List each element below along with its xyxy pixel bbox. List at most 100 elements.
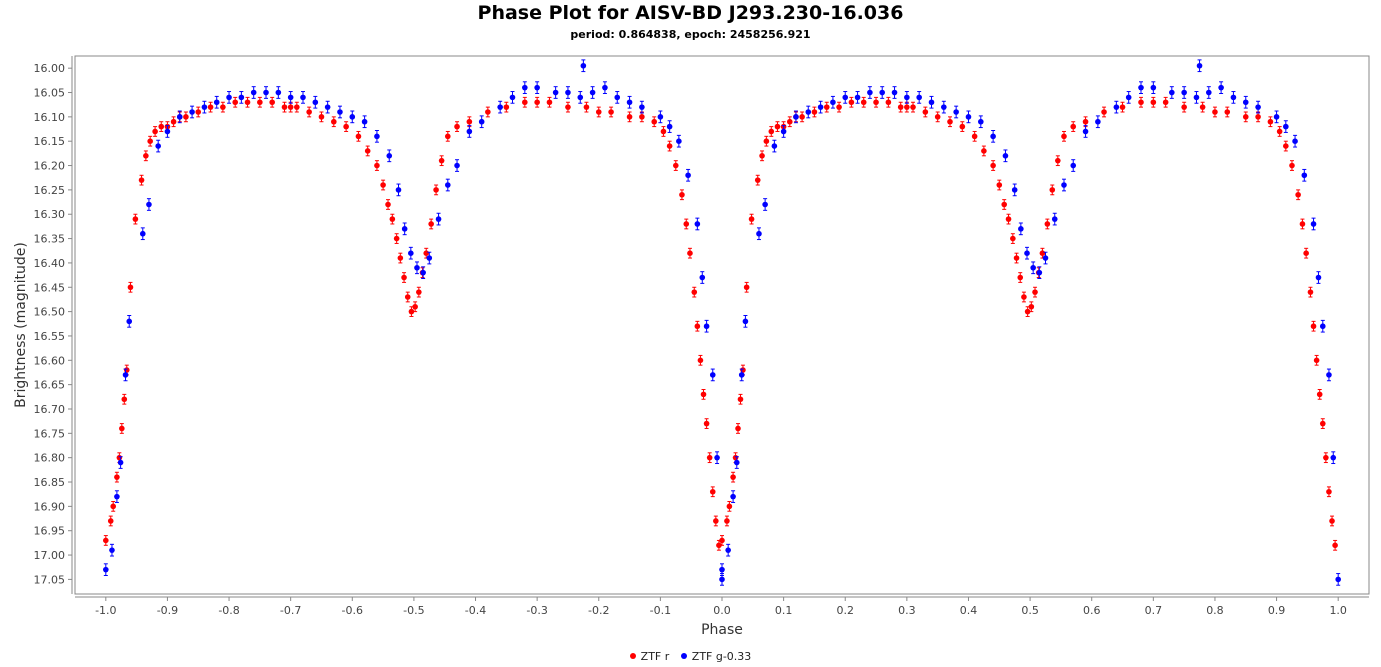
data-point xyxy=(762,201,768,208)
x-tick-label: -0.2 xyxy=(588,604,609,617)
data-point xyxy=(1030,264,1036,271)
data-point xyxy=(155,143,161,149)
data-point xyxy=(349,114,356,120)
data-point xyxy=(583,104,590,110)
data-point xyxy=(1042,255,1049,261)
data-point xyxy=(257,99,263,106)
data-point xyxy=(213,99,220,106)
data-point xyxy=(287,104,294,110)
data-point xyxy=(294,104,300,110)
y-tick-label: 16.85 xyxy=(34,476,66,489)
data-point xyxy=(1001,201,1008,208)
data-point xyxy=(232,99,239,106)
data-point xyxy=(116,454,123,461)
data-point xyxy=(953,109,959,115)
data-point xyxy=(1310,323,1317,330)
data-point xyxy=(1138,99,1144,106)
data-point xyxy=(110,503,117,510)
data-point xyxy=(873,99,879,106)
data-point xyxy=(444,133,451,140)
data-point xyxy=(1061,133,1067,140)
data-point xyxy=(503,104,510,110)
data-point xyxy=(724,518,730,524)
data-point xyxy=(114,474,120,480)
x-tick-label: -0.5 xyxy=(403,604,424,617)
legend-item-ztf-g: ZTF g-0.33 xyxy=(680,650,751,663)
data-point xyxy=(263,89,269,96)
data-point xyxy=(1301,172,1308,179)
data-point xyxy=(602,84,608,91)
data-point xyxy=(497,104,503,110)
data-point xyxy=(730,493,736,500)
data-point xyxy=(608,109,614,115)
data-point xyxy=(380,182,386,188)
data-point xyxy=(1010,235,1016,242)
data-point xyxy=(226,94,232,101)
y-tick-label: 16.65 xyxy=(34,379,66,392)
legend-dot-blue xyxy=(680,653,687,659)
data-point xyxy=(774,123,781,130)
data-point xyxy=(1051,216,1058,222)
data-point xyxy=(238,94,245,101)
data-point xyxy=(138,177,145,183)
series-ztf-g xyxy=(103,59,1341,586)
data-point xyxy=(817,104,824,110)
data-point xyxy=(1326,372,1332,378)
data-point xyxy=(860,99,867,106)
data-point xyxy=(1303,250,1309,256)
y-tick-label: 16.45 xyxy=(34,281,66,294)
data-point xyxy=(1329,518,1335,524)
data-point xyxy=(1028,303,1035,310)
data-point xyxy=(404,294,411,300)
data-point xyxy=(1070,123,1077,130)
data-point xyxy=(730,474,736,480)
data-point xyxy=(117,459,124,466)
data-point xyxy=(1242,114,1249,120)
series-ztf-r xyxy=(103,96,1338,551)
data-point xyxy=(374,133,380,140)
data-point xyxy=(922,109,929,115)
data-point xyxy=(1018,226,1024,232)
data-point xyxy=(672,162,679,169)
data-point xyxy=(1199,104,1206,110)
x-tick-label: 0.0 xyxy=(713,604,731,617)
data-point xyxy=(107,518,114,524)
y-tick-label: 16.95 xyxy=(34,525,66,538)
data-point xyxy=(793,114,799,120)
data-point xyxy=(1276,128,1283,135)
y-tick-label: 17.00 xyxy=(34,549,66,562)
data-point xyxy=(122,372,129,378)
y-tick-label: 16.10 xyxy=(34,111,66,124)
data-point xyxy=(176,114,183,120)
data-point xyxy=(1101,109,1107,115)
data-point xyxy=(978,118,984,125)
data-point xyxy=(408,308,415,315)
data-point xyxy=(1061,182,1067,188)
data-point xyxy=(281,104,288,110)
data-point xyxy=(207,104,214,110)
data-point xyxy=(393,235,400,242)
data-point xyxy=(666,143,673,149)
data-point xyxy=(1295,191,1301,198)
data-point xyxy=(805,109,812,115)
data-point xyxy=(300,94,306,101)
data-point xyxy=(244,99,251,106)
data-point xyxy=(1169,89,1175,96)
legend-item-ztf-r: ZTF r xyxy=(629,650,669,663)
data-point xyxy=(990,133,996,140)
data-point xyxy=(725,547,731,553)
data-point xyxy=(651,118,658,125)
data-point xyxy=(423,250,430,256)
data-point xyxy=(364,148,371,154)
data-point xyxy=(1319,323,1326,330)
data-point xyxy=(132,216,139,222)
data-point xyxy=(416,289,422,295)
data-point xyxy=(170,118,177,125)
data-point xyxy=(1224,109,1231,115)
data-point xyxy=(738,372,745,378)
data-point xyxy=(1002,153,1009,159)
data-point xyxy=(657,114,664,120)
data-point xyxy=(444,182,451,188)
data-point xyxy=(1319,420,1326,427)
